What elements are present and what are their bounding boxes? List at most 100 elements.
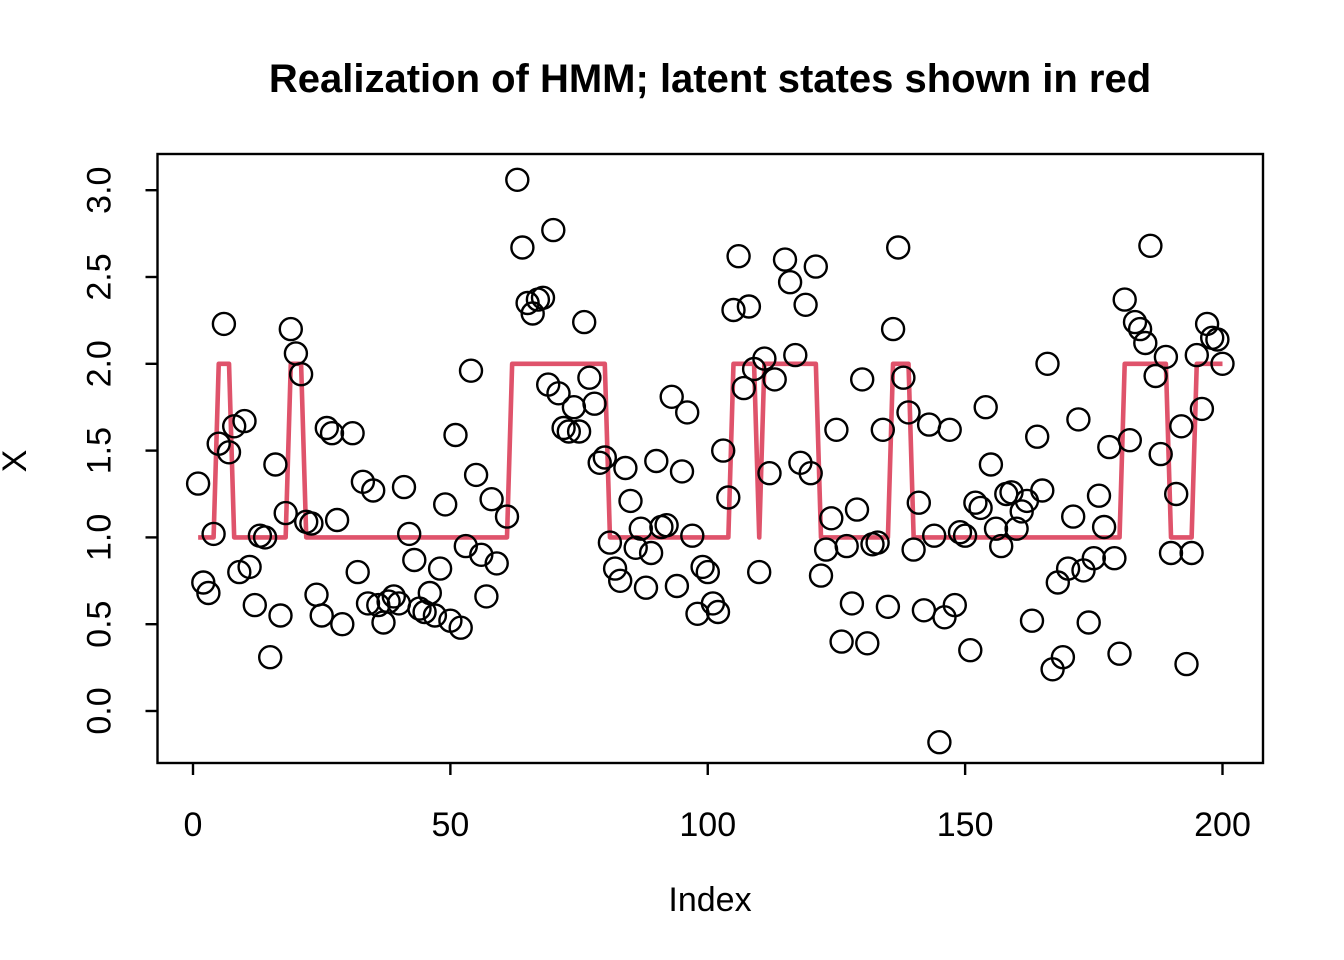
data-point — [973, 395, 998, 420]
data-point — [1143, 363, 1168, 389]
data-point — [1194, 311, 1220, 337]
data-point — [793, 292, 818, 317]
data-point — [366, 592, 391, 618]
data-point — [644, 448, 669, 474]
data-point — [803, 254, 828, 279]
data-point — [1138, 233, 1163, 259]
y-tick-label: 2.5 — [81, 253, 119, 300]
data-point — [412, 599, 437, 625]
data-point — [906, 490, 931, 515]
data-point — [556, 419, 581, 444]
data-point — [592, 445, 617, 470]
data-point — [798, 461, 823, 486]
data-point — [1019, 608, 1045, 633]
data-point — [237, 554, 262, 580]
data-point — [1179, 540, 1204, 566]
data-point — [602, 556, 628, 581]
data-point — [242, 592, 268, 618]
y-tick-label: 0.0 — [81, 687, 119, 734]
data-point — [376, 589, 401, 614]
data-point — [829, 629, 854, 654]
data-point — [551, 415, 576, 441]
data-point — [258, 645, 283, 670]
data-point — [566, 419, 592, 444]
data-point — [1076, 610, 1101, 635]
data-point — [952, 523, 978, 548]
data-point — [896, 400, 921, 425]
data-point — [1189, 396, 1215, 422]
axis-ticks: 0 50 100 150 200 0.0 0.5 1.0 1.5 2.0 2.5 3.0 — [81, 167, 1251, 844]
data-point — [587, 450, 612, 475]
data-point — [283, 341, 309, 366]
data-point — [422, 603, 448, 628]
data-point — [577, 365, 602, 390]
data-point — [705, 599, 731, 625]
data-point — [675, 400, 700, 425]
data-point — [1086, 483, 1112, 508]
data-point — [1122, 309, 1148, 335]
data-point — [1107, 641, 1132, 666]
data-point — [850, 367, 875, 392]
data-point — [762, 367, 787, 392]
data-point — [1158, 540, 1184, 566]
data-point — [211, 311, 237, 337]
data-point — [618, 488, 643, 514]
data-point — [865, 530, 890, 555]
data-point — [824, 417, 849, 442]
data-point — [1060, 504, 1086, 529]
data-point — [1102, 546, 1127, 571]
data-point — [680, 523, 705, 548]
data-point — [659, 384, 684, 409]
data-point — [433, 492, 458, 517]
data-point — [1117, 428, 1143, 453]
data-point — [494, 504, 520, 529]
data-point — [669, 459, 695, 484]
data-point — [839, 591, 865, 616]
data-point — [561, 395, 587, 420]
data-point — [340, 421, 365, 446]
data-point — [469, 542, 494, 567]
y-axis-label: X — [0, 450, 34, 473]
data-point — [1081, 546, 1107, 571]
data-point — [530, 285, 556, 310]
data-point — [463, 462, 489, 488]
data-point — [664, 573, 690, 599]
data-point — [891, 365, 916, 390]
data-point — [232, 408, 257, 434]
data-point — [628, 516, 653, 541]
data-point — [772, 247, 798, 272]
data-point — [855, 631, 880, 656]
data-point — [633, 575, 659, 600]
data-point — [1133, 330, 1158, 356]
data-point — [613, 455, 638, 481]
data-point — [324, 507, 350, 533]
data-point — [299, 511, 324, 536]
data-point — [319, 421, 345, 446]
data-point — [196, 580, 221, 606]
data-point — [381, 584, 406, 609]
data-point — [922, 523, 947, 548]
data-point — [453, 533, 478, 559]
data-point — [608, 568, 633, 593]
data-point — [638, 540, 664, 566]
data-point — [875, 594, 901, 619]
data-point — [1174, 651, 1199, 677]
data-point — [963, 490, 988, 515]
data-point — [757, 461, 782, 486]
data-point — [1050, 645, 1076, 670]
data-point — [721, 297, 746, 323]
data-point — [1112, 287, 1137, 312]
data-point — [510, 235, 535, 260]
data-point — [185, 471, 211, 496]
data-point — [582, 391, 607, 416]
data-point — [1148, 441, 1173, 467]
data-point — [505, 167, 530, 193]
data-point — [978, 452, 1004, 477]
data-point — [397, 521, 422, 547]
y-tick-label: 3.0 — [81, 167, 119, 214]
data-point — [402, 547, 427, 573]
data-point — [736, 294, 762, 319]
data-point — [623, 535, 648, 560]
data-point — [448, 615, 473, 640]
data-point — [937, 417, 962, 442]
